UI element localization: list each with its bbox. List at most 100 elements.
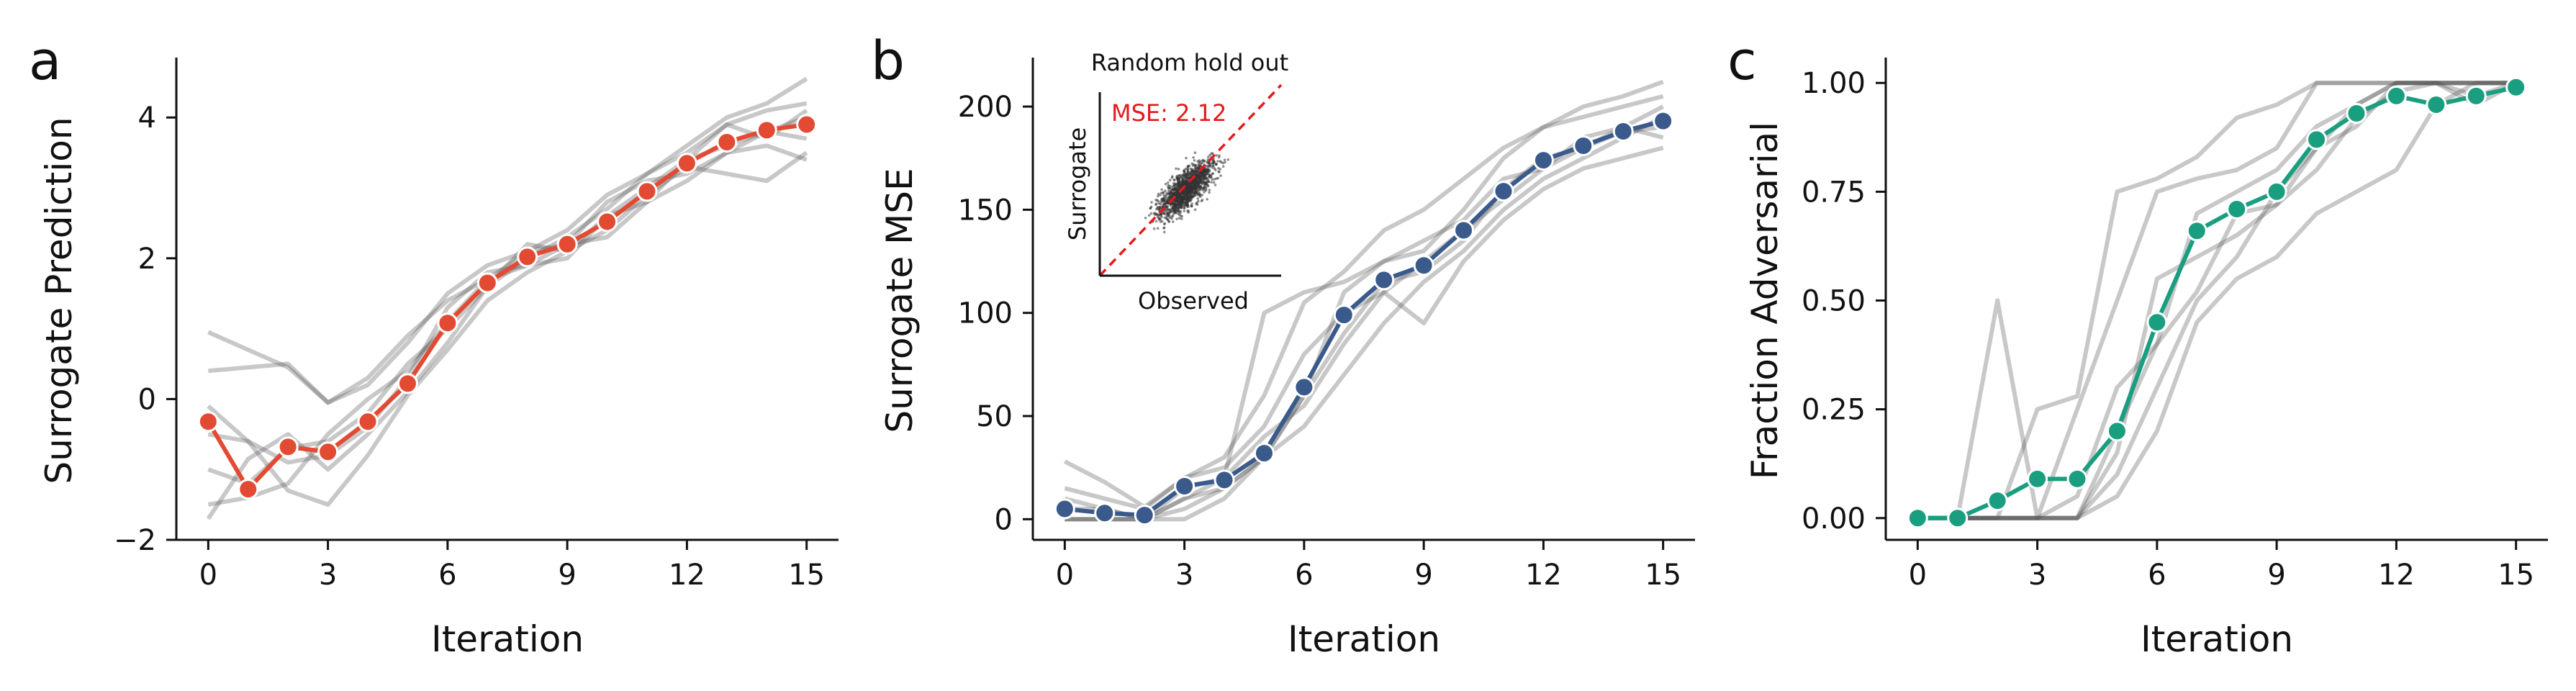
y-tick-label: 0.25 xyxy=(1802,394,1866,427)
inset-point xyxy=(1221,165,1225,168)
panel-letter: c xyxy=(1727,30,1757,92)
inset-point xyxy=(1174,201,1178,204)
gray-series-line xyxy=(1065,94,1664,522)
inset-point xyxy=(1198,163,1201,167)
inset-point xyxy=(1170,214,1173,218)
x-tick-label: 6 xyxy=(1295,559,1313,592)
inset-point xyxy=(1176,186,1180,190)
inset-point xyxy=(1221,161,1224,165)
inset-point xyxy=(1185,186,1188,190)
gray-runs xyxy=(1917,81,2518,520)
data-point xyxy=(676,153,697,174)
data-point xyxy=(1653,110,1674,132)
inset-point xyxy=(1219,160,1222,163)
inset-point xyxy=(1167,211,1170,214)
inset-point xyxy=(1198,195,1202,199)
inset-point xyxy=(1211,152,1214,155)
data-point xyxy=(1174,475,1196,497)
inset-point xyxy=(1165,206,1169,209)
data-point xyxy=(357,411,379,433)
inset-x-label: Observed xyxy=(1138,287,1249,315)
gray-series-line xyxy=(207,76,808,405)
inset-point xyxy=(1195,179,1198,182)
x-tick-label: 0 xyxy=(1909,559,1927,592)
inset-point xyxy=(1186,165,1190,168)
inset-point xyxy=(1219,174,1222,177)
x-tick-label: 6 xyxy=(438,559,456,592)
inset-point xyxy=(1154,220,1158,223)
inset-point xyxy=(1164,203,1167,206)
x-tick-label: 3 xyxy=(319,559,337,592)
inset-point xyxy=(1152,212,1156,215)
inset-point xyxy=(1201,178,1203,181)
inset-point xyxy=(1190,202,1193,205)
inset-point xyxy=(1172,205,1175,208)
inset-point xyxy=(1206,198,1208,201)
inset-point xyxy=(1165,200,1168,204)
y-tick-label: 1.00 xyxy=(1802,67,1866,100)
inset-point xyxy=(1168,186,1171,190)
x-axis-title: Iteration xyxy=(1288,618,1440,660)
main-series-line xyxy=(206,122,808,492)
inset-point xyxy=(1203,191,1206,194)
gray-series-line xyxy=(1063,79,1664,510)
inset-point xyxy=(1169,189,1172,193)
x-tick-label: 15 xyxy=(788,559,825,592)
inset-point xyxy=(1176,212,1180,215)
inset-point xyxy=(1181,193,1185,196)
inset-point xyxy=(1212,181,1216,184)
y-tick-label: 0.75 xyxy=(1802,176,1866,209)
data-point xyxy=(2066,468,2088,489)
data-point xyxy=(517,246,538,268)
y-tick-label: 0.50 xyxy=(1802,285,1866,318)
inset-point xyxy=(1196,201,1198,204)
data-point xyxy=(2266,181,2287,202)
data-point xyxy=(1907,507,1928,529)
inset-point xyxy=(1188,187,1191,191)
gray-series-line xyxy=(207,115,808,465)
inset-point xyxy=(1167,214,1170,218)
inset-point xyxy=(1157,213,1161,216)
inset-point xyxy=(1178,181,1180,185)
inset-point xyxy=(1210,181,1213,184)
inset-point xyxy=(1195,184,1198,187)
data-point xyxy=(2505,76,2527,98)
inset-point xyxy=(1190,197,1193,200)
inset-point xyxy=(1186,169,1190,172)
gray-series-line xyxy=(1064,125,1663,522)
x-tick-label: 12 xyxy=(1525,559,1562,592)
data-point xyxy=(1293,376,1315,398)
data-point xyxy=(1573,135,1594,157)
inset-point xyxy=(1156,199,1159,202)
inset-point xyxy=(1159,220,1162,223)
inset-point xyxy=(1186,209,1189,212)
inset-point xyxy=(1161,191,1165,194)
inset-point xyxy=(1195,191,1198,194)
x-tick-label: 0 xyxy=(1056,559,1074,592)
inset-point xyxy=(1175,191,1179,195)
inset-point xyxy=(1149,205,1153,209)
inset-point xyxy=(1198,181,1201,184)
main-series-line xyxy=(1917,85,2517,520)
data-point xyxy=(1214,469,1235,491)
inset-point xyxy=(1175,167,1178,171)
data-point xyxy=(1253,443,1275,464)
inset-point xyxy=(1180,217,1183,220)
y-tick-label: 0.00 xyxy=(1802,502,1866,536)
inset-point xyxy=(1186,195,1189,199)
inset-point xyxy=(1216,160,1219,163)
inset-point xyxy=(1204,181,1207,184)
inset-point xyxy=(1185,184,1188,187)
data-point xyxy=(1532,150,1554,171)
inset-point xyxy=(1147,214,1151,217)
inset-point xyxy=(1207,155,1210,158)
inset-point xyxy=(1168,179,1172,181)
y-tick-label: −2 xyxy=(114,524,156,557)
inset-point xyxy=(1159,194,1162,197)
inset-point xyxy=(1177,168,1180,171)
inset-point xyxy=(1172,211,1176,214)
inset-point xyxy=(1183,180,1187,184)
x-tick-label: 3 xyxy=(2028,559,2046,592)
inset-point xyxy=(1144,217,1147,220)
inset-point xyxy=(1162,194,1165,197)
